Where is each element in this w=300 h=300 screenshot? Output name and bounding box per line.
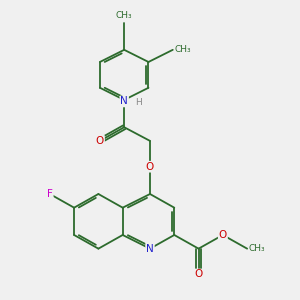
Text: O: O bbox=[96, 136, 104, 146]
Text: O: O bbox=[146, 162, 154, 172]
Text: F: F bbox=[47, 189, 53, 199]
Text: O: O bbox=[219, 230, 227, 240]
Text: CH₃: CH₃ bbox=[249, 244, 265, 253]
Text: O: O bbox=[194, 269, 203, 280]
Text: H: H bbox=[135, 98, 142, 107]
Text: CH₃: CH₃ bbox=[116, 11, 133, 20]
Text: N: N bbox=[120, 96, 128, 106]
Text: CH₃: CH₃ bbox=[174, 45, 191, 54]
Text: N: N bbox=[146, 244, 154, 254]
